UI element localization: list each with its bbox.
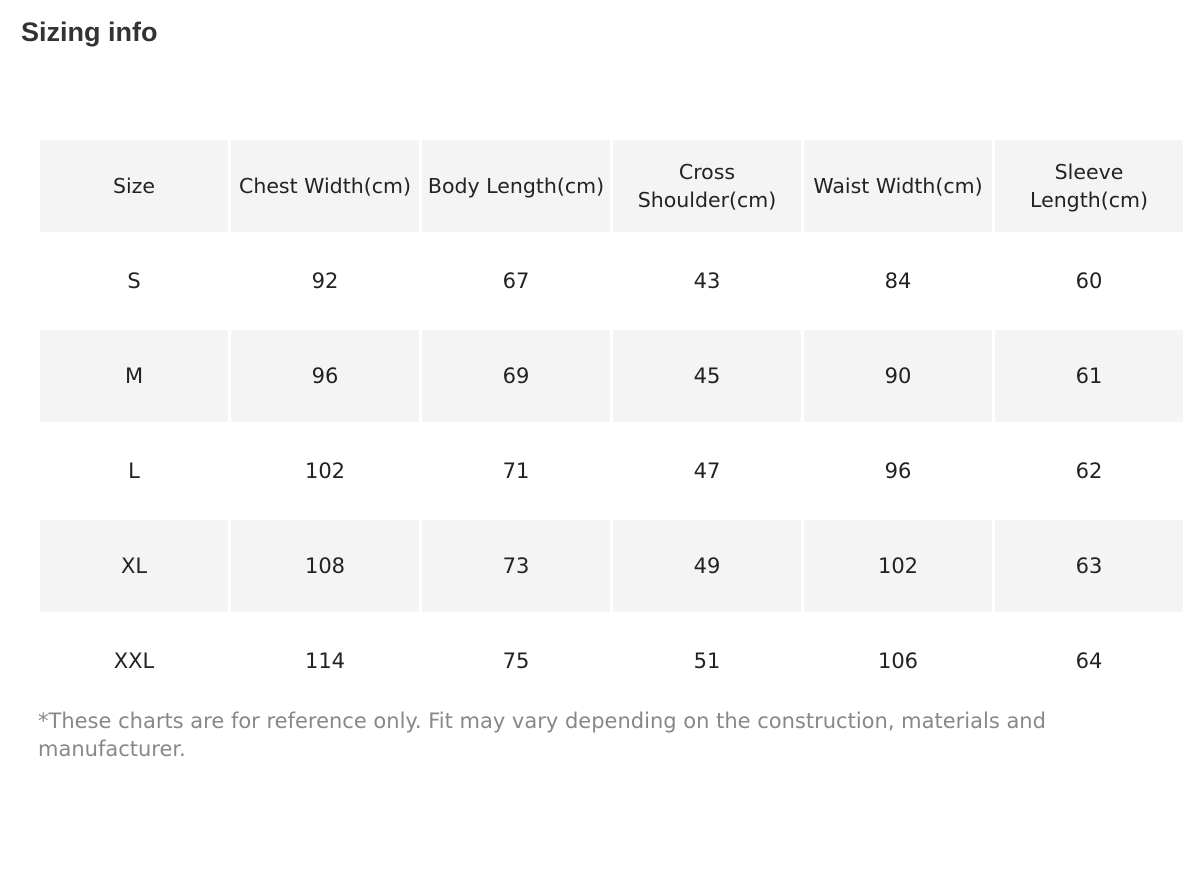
cell-waist-width: 84: [804, 235, 992, 327]
cell-chest-width: 96: [231, 330, 419, 422]
cell-chest-width: 114: [231, 615, 419, 707]
cell-sleeve-length: 62: [995, 425, 1183, 517]
cell-cross-shoulder: 45: [613, 330, 801, 422]
cell-sleeve-length: 61: [995, 330, 1183, 422]
cell-body-length: 71: [422, 425, 610, 517]
cell-size: XXL: [40, 615, 228, 707]
cell-size: M: [40, 330, 228, 422]
cell-cross-shoulder: 49: [613, 520, 801, 612]
cell-sleeve-length: 64: [995, 615, 1183, 707]
header-waist-width: Waist Width(cm): [804, 140, 992, 232]
cell-body-length: 67: [422, 235, 610, 327]
cell-size: XL: [40, 520, 228, 612]
table-row: M 96 69 45 90 61: [40, 330, 1183, 422]
header-sleeve-length: Sleeve Length(cm): [995, 140, 1183, 232]
cell-cross-shoulder: 43: [613, 235, 801, 327]
cell-chest-width: 102: [231, 425, 419, 517]
cell-waist-width: 102: [804, 520, 992, 612]
page-title: Sizing info: [21, 17, 158, 47]
cell-body-length: 73: [422, 520, 610, 612]
cell-waist-width: 96: [804, 425, 992, 517]
header-cross-shoulder: Cross Shoulder(cm): [613, 140, 801, 232]
table-row: L 102 71 47 96 62: [40, 425, 1183, 517]
cell-size: S: [40, 235, 228, 327]
table-header-row: Size Chest Width(cm) Body Length(cm) Cro…: [40, 140, 1183, 232]
header-chest-width: Chest Width(cm): [231, 140, 419, 232]
cell-sleeve-length: 60: [995, 235, 1183, 327]
cell-body-length: 69: [422, 330, 610, 422]
cell-sleeve-length: 63: [995, 520, 1183, 612]
table-row: XXL 114 75 51 106 64: [40, 615, 1183, 707]
cell-size: L: [40, 425, 228, 517]
cell-body-length: 75: [422, 615, 610, 707]
size-chart-table: Size Chest Width(cm) Body Length(cm) Cro…: [37, 137, 1186, 710]
header-body-length: Body Length(cm): [422, 140, 610, 232]
cell-waist-width: 90: [804, 330, 992, 422]
table-row: XL 108 73 49 102 63: [40, 520, 1183, 612]
cell-waist-width: 106: [804, 615, 992, 707]
header-size: Size: [40, 140, 228, 232]
cell-cross-shoulder: 47: [613, 425, 801, 517]
reference-footnote: *These charts are for reference only. Fi…: [38, 709, 1046, 761]
table-row: S 92 67 43 84 60: [40, 235, 1183, 327]
cell-chest-width: 92: [231, 235, 419, 327]
cell-chest-width: 108: [231, 520, 419, 612]
cell-cross-shoulder: 51: [613, 615, 801, 707]
